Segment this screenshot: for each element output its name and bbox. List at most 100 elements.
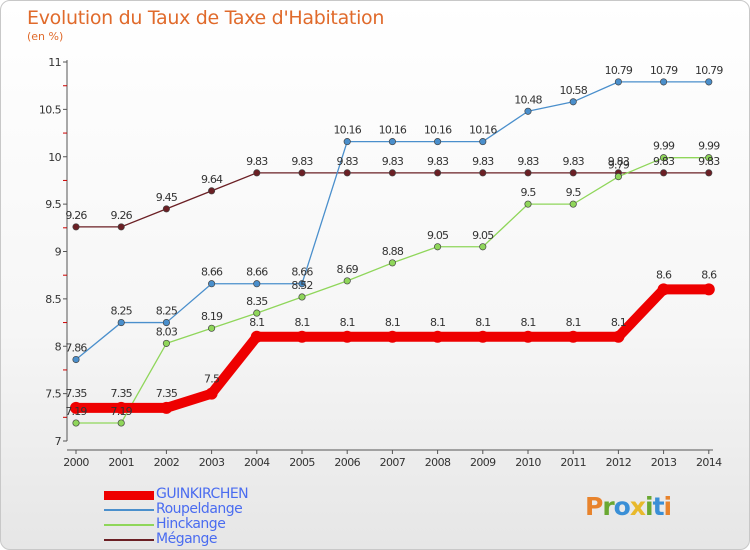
data-label-megange: 9.83 (246, 155, 268, 168)
data-label-megange: 9.26 (111, 209, 133, 222)
data-point-guinkirchen (567, 330, 580, 343)
data-point-hinckange (388, 259, 396, 267)
data-point-hinckange (614, 173, 622, 181)
data-point-hinckange (660, 154, 668, 162)
data-label-guinkirchen: 7.35 (111, 387, 133, 400)
x-tick-label: 2011 (560, 456, 586, 469)
data-point-guinkirchen (476, 330, 489, 343)
data-point-guinkirchen (250, 330, 263, 343)
data-point-hinckange (253, 309, 261, 317)
data-point-hinckange (298, 293, 306, 301)
data-label-roupeldange: 10.79 (650, 64, 678, 77)
data-label-roupeldange: 10.58 (559, 84, 587, 97)
data-label-roupeldange: 10.48 (514, 93, 542, 106)
proxiti-logo: Proxiti (585, 492, 672, 521)
legend-swatch-guinkirchen (104, 491, 154, 500)
data-label-roupeldange: 8.66 (291, 266, 313, 279)
y-tick-label: 8 (55, 340, 62, 353)
data-point-guinkirchen (702, 283, 715, 296)
data-label-guinkirchen: 8.1 (294, 316, 309, 329)
y-tick-label: 7 (55, 435, 62, 448)
data-point-guinkirchen (70, 401, 82, 414)
data-point-megange (569, 169, 577, 177)
data-point-hinckange (208, 324, 216, 332)
data-label-roupeldange: 8.25 (156, 305, 178, 318)
data-label-guinkirchen: 8.1 (340, 316, 355, 329)
data-point-guinkirchen (612, 330, 625, 343)
data-point-hinckange (705, 154, 713, 162)
data-label-megange: 9.45 (156, 191, 178, 204)
data-point-megange (434, 169, 442, 177)
x-tick-label: 2009 (470, 456, 496, 469)
x-tick-label: 2005 (289, 456, 315, 469)
y-tick-label: 10.5 (39, 103, 62, 116)
data-point-guinkirchen (431, 330, 444, 343)
data-label-hinckange: 9.5 (566, 186, 582, 199)
y-tick-label: 11 (48, 56, 61, 69)
legend-label-hinckange: Hinckange (156, 516, 226, 532)
data-point-roupeldange (388, 138, 396, 146)
logo-letter: t (652, 492, 665, 521)
data-point-roupeldange (434, 138, 442, 146)
data-label-megange: 9.83 (472, 155, 494, 168)
data-point-hinckange (162, 339, 170, 347)
legend-label-megange: Mégange (156, 531, 218, 547)
data-label-guinkirchen: 8.1 (520, 316, 535, 329)
data-label-megange: 9.83 (653, 155, 675, 168)
chart-title: Evolution du Taux de Taxe d'Habitation (27, 7, 385, 29)
data-point-guinkirchen (386, 330, 399, 343)
data-label-hinckange: 9.99 (698, 140, 720, 153)
y-tick-label: 9.5 (45, 198, 61, 211)
data-label-hinckange: 8.52 (291, 279, 312, 292)
data-label-hinckange: 8.35 (246, 295, 268, 308)
x-tick-label: 2008 (425, 456, 451, 469)
data-label-hinckange: 7.19 (65, 405, 87, 418)
data-label-roupeldange: 7.86 (65, 342, 87, 355)
data-point-guinkirchen (115, 401, 128, 414)
data-label-guinkirchen: 8.6 (656, 268, 672, 281)
logo-letter: x (629, 492, 646, 521)
data-label-guinkirchen: 8.1 (611, 316, 626, 329)
legend-swatch-roupeldange (104, 509, 154, 511)
data-label-hinckange: 9.79 (608, 159, 630, 172)
data-point-roupeldange (72, 355, 80, 364)
data-point-hinckange (569, 200, 577, 208)
data-point-roupeldange (343, 138, 351, 146)
data-label-guinkirchen: 8.1 (475, 316, 490, 329)
series-points (70, 78, 715, 427)
x-tick-label: 2006 (334, 456, 360, 469)
chart-axes: 7 7.5 8 8.5 9 9.5 10 10.5 11 2000 2001 2002 2003 2004… (39, 56, 723, 469)
data-point-guinkirchen (341, 330, 354, 343)
legend-swatch-megange (104, 539, 154, 541)
data-label-hinckange: 8.03 (156, 325, 178, 338)
data-label-roupeldange: 10.16 (379, 124, 407, 137)
data-label-guinkirchen: 8.1 (430, 316, 445, 329)
data-point-guinkirchen (657, 283, 670, 296)
x-tick-label: 2012 (606, 456, 632, 469)
data-label-hinckange: 8.69 (337, 263, 359, 276)
data-point-megange (72, 223, 80, 231)
data-point-megange (208, 187, 216, 195)
data-label-roupeldange: 10.16 (333, 124, 361, 137)
data-label-roupeldange: 8.25 (111, 305, 133, 318)
data-label-guinkirchen: 7.35 (65, 387, 87, 400)
data-point-megange (524, 169, 532, 177)
data-label-roupeldange: 10.79 (605, 64, 633, 77)
logo-letter: o (613, 492, 631, 521)
data-label-guinkirchen: 8.1 (249, 316, 264, 329)
x-tick-label: 2014 (696, 456, 722, 469)
data-label-hinckange: 8.88 (382, 245, 404, 258)
data-label-megange: 9.64 (201, 173, 223, 186)
data-point-guinkirchen (205, 387, 218, 400)
data-label-megange: 9.83 (563, 155, 585, 168)
data-point-hinckange (479, 243, 487, 251)
logo-letter: r (602, 492, 614, 521)
data-point-megange (298, 169, 306, 177)
x-tick-label: 2001 (108, 456, 134, 469)
y-tick-label: 10 (48, 151, 61, 164)
data-label-megange: 9.83 (698, 155, 720, 168)
data-label-hinckange: 9.05 (427, 229, 449, 242)
data-point-roupeldange (298, 280, 306, 288)
